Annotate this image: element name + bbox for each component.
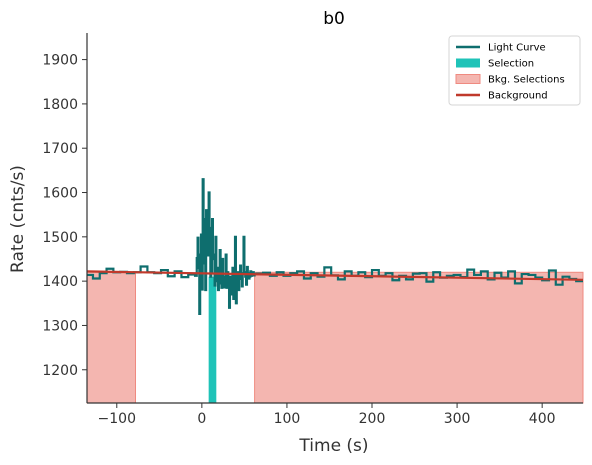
x-tick-label: 0 xyxy=(197,411,206,427)
legend-entry: Background xyxy=(456,91,548,102)
chart-title: b0 xyxy=(323,9,345,29)
x-tick-label: 300 xyxy=(444,411,471,427)
selection-region xyxy=(208,276,217,403)
legend-label: Background xyxy=(488,91,548,102)
x-tick-label: −100 xyxy=(98,411,136,427)
background-layer xyxy=(86,270,584,281)
y-tick-label: 1900 xyxy=(42,53,78,69)
y-tick-label: 1200 xyxy=(42,363,78,379)
light-curve-series xyxy=(87,178,583,316)
y-tick-label: 1300 xyxy=(42,318,78,334)
legend-entry: Selection xyxy=(456,58,534,70)
x-axis-label: Time (s) xyxy=(298,436,368,456)
legend-label: Bkg. Selections xyxy=(488,75,565,86)
bkg-selection-region xyxy=(254,271,584,404)
y-tick-label: 1400 xyxy=(42,274,78,290)
legend-entry: Light Curve xyxy=(456,43,546,54)
y-tick-label: 1800 xyxy=(42,97,78,113)
legend-swatch xyxy=(456,58,480,68)
legend-label: Light Curve xyxy=(488,43,546,54)
bkg-selection-region xyxy=(86,271,136,404)
light-curve-layer xyxy=(87,178,583,316)
background-model-line xyxy=(86,270,584,281)
legend-frame xyxy=(448,35,581,106)
y-tick-label: 1700 xyxy=(42,141,78,157)
y-tick-label: 1500 xyxy=(42,230,78,246)
axes xyxy=(86,33,583,404)
bkg-selections-layer xyxy=(86,271,584,404)
selection-layer xyxy=(208,276,217,403)
ticks: −100 0 100 200 300 400 1200 1300 1400 1500 1600 170… xyxy=(42,53,555,427)
y-tick-label: 1600 xyxy=(42,186,78,202)
legend: Light Curve Selection Bkg. Selections Backg… xyxy=(448,35,581,106)
legend-swatch xyxy=(455,74,481,84)
x-tick-label: 200 xyxy=(359,411,386,427)
y-axis-label: Rate (cnts/s) xyxy=(8,165,28,273)
x-tick-label: 400 xyxy=(529,411,556,427)
x-tick-label: 100 xyxy=(274,411,301,427)
legend-label: Selection xyxy=(488,59,534,70)
legend-entry: Bkg. Selections xyxy=(455,74,565,86)
